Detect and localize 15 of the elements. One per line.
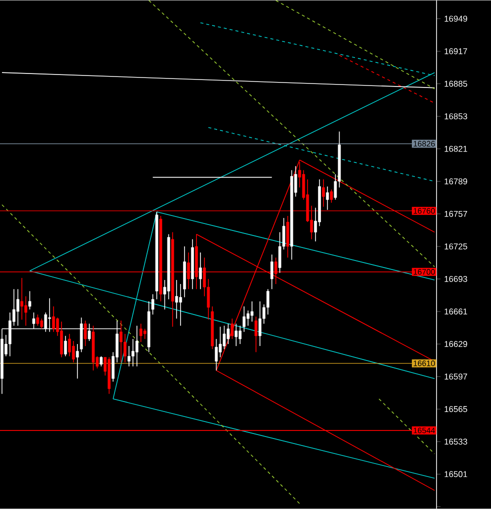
- y-tick-label: 16693: [444, 276, 467, 282]
- y-tick-label: 16789: [444, 178, 467, 184]
- y-tick-label: 16821: [444, 146, 467, 152]
- y-tick-label: 16725: [444, 243, 467, 250]
- y-tick-label: 16885: [444, 80, 467, 87]
- y-tick-label: 16597: [444, 374, 467, 380]
- y-tick-label: 16757: [444, 210, 467, 217]
- y-tick-label: 16533: [444, 438, 467, 445]
- y-tick-label: 16949: [444, 16, 467, 22]
- y-tick-label: 16661: [444, 308, 467, 314]
- y-tick-label: 16501: [444, 471, 467, 478]
- y-tick-label: 16853: [444, 113, 467, 120]
- y-tick-label: 16917: [444, 48, 467, 54]
- y-tick-label: 16565: [444, 406, 467, 412]
- y-tick-label: 16629: [444, 341, 467, 348]
